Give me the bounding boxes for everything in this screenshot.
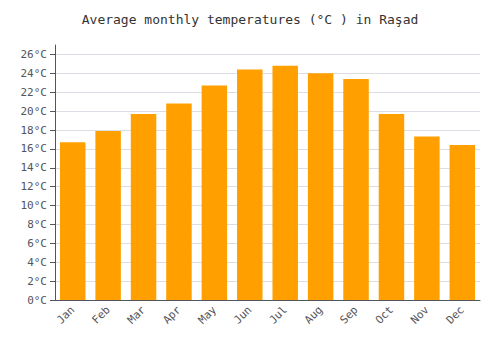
svg-text:Aug: Aug <box>302 303 325 326</box>
svg-text:Average monthly temperatures (: Average monthly temperatures (°C ) in Ra… <box>82 12 419 27</box>
svg-text:24°C: 24°C <box>21 67 48 80</box>
svg-text:Sep: Sep <box>337 303 360 326</box>
svg-text:20°C: 20°C <box>21 105 48 118</box>
svg-text:0°C: 0°C <box>27 294 47 307</box>
svg-text:18°C: 18°C <box>21 124 48 137</box>
svg-text:Jul: Jul <box>267 303 290 326</box>
svg-text:Feb: Feb <box>89 303 112 326</box>
svg-text:16°C: 16°C <box>21 142 48 155</box>
svg-text:2°C: 2°C <box>27 275 47 288</box>
svg-text:Jan: Jan <box>54 303 77 326</box>
svg-text:10°C: 10°C <box>21 199 48 212</box>
svg-text:22°C: 22°C <box>21 86 48 99</box>
svg-text:Nov: Nov <box>408 303 431 326</box>
svg-text:4°C: 4°C <box>27 256 47 269</box>
svg-text:Dec: Dec <box>444 303 467 326</box>
svg-text:26°C: 26°C <box>21 48 48 61</box>
svg-text:Oct: Oct <box>373 303 396 326</box>
svg-text:Mar: Mar <box>125 303 148 326</box>
svg-text:8°C: 8°C <box>27 218 47 231</box>
svg-text:May: May <box>196 303 219 326</box>
svg-text:Apr: Apr <box>160 303 183 326</box>
svg-text:Jun: Jun <box>231 303 254 326</box>
svg-text:12°C: 12°C <box>21 180 48 193</box>
svg-text:6°C: 6°C <box>27 237 47 250</box>
svg-text:14°C: 14°C <box>21 161 48 174</box>
